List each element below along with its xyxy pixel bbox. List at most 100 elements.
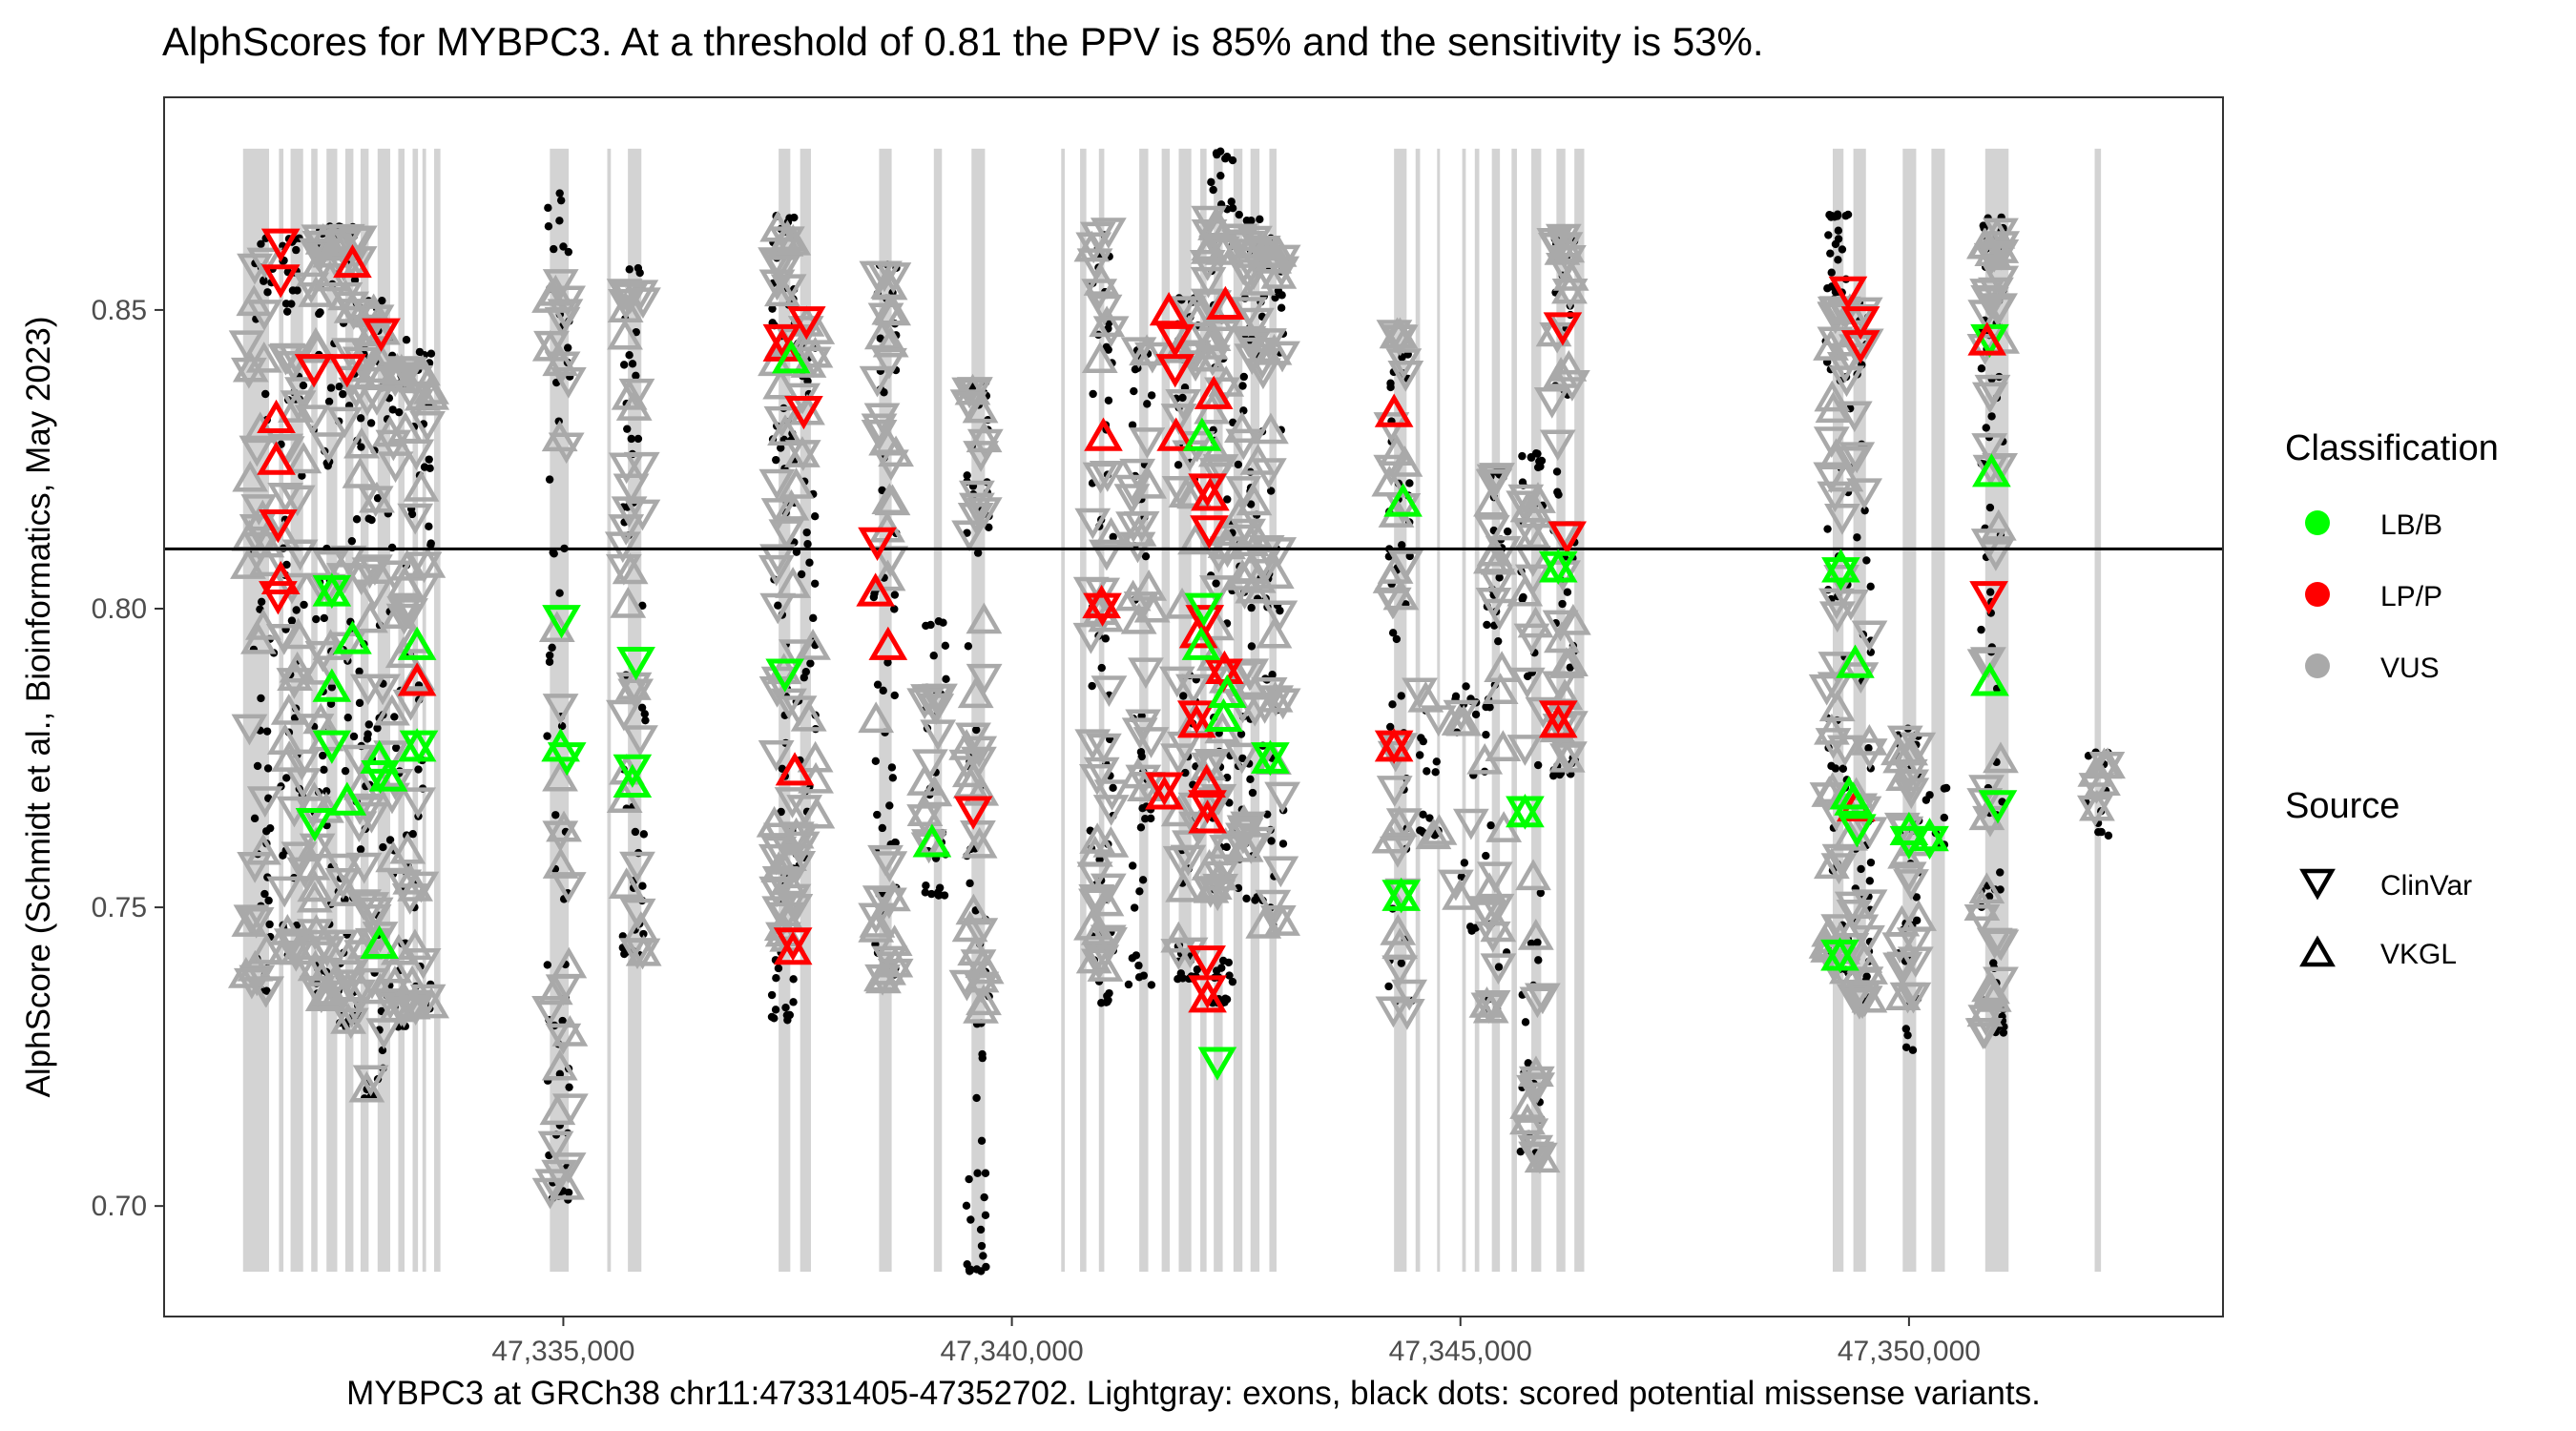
exon-band xyxy=(1511,148,1517,1273)
vus-vkgl-marker xyxy=(606,781,643,814)
variant-dot xyxy=(260,889,269,899)
vus-clinvar-marker xyxy=(780,695,818,727)
variant-dot xyxy=(1833,212,1842,220)
variant-dot xyxy=(638,881,647,890)
variant-dot xyxy=(1857,864,1865,874)
variant-dot xyxy=(1218,956,1228,965)
vus-vkgl-marker xyxy=(1227,830,1264,862)
lp-p-vkgl-marker xyxy=(1145,776,1184,810)
vus-clinvar-marker xyxy=(1818,601,1856,633)
variant-dot xyxy=(1268,671,1277,679)
variant-dot xyxy=(767,990,777,1000)
lb-b-clinvar-marker xyxy=(295,808,335,842)
exon-band xyxy=(360,148,369,1273)
x-tick-label: 47,350,000 xyxy=(1838,1336,1981,1367)
variant-dot xyxy=(1467,926,1476,935)
vus-vkgl-marker xyxy=(1550,350,1588,382)
vus-clinvar-marker xyxy=(1175,674,1212,706)
variant-dot xyxy=(262,727,272,736)
exon-band xyxy=(398,148,405,1273)
lp-p-clinvar-marker xyxy=(1548,521,1587,555)
vus-clinvar-marker xyxy=(958,480,995,512)
vus-vkgl-marker xyxy=(1421,814,1458,845)
vus-vkgl-marker xyxy=(388,549,426,581)
variant-dot xyxy=(1267,837,1276,845)
vus-clinvar-marker xyxy=(777,894,814,925)
chart-title: AlphScores for MYBPC3. At a threshold of… xyxy=(162,19,1764,64)
vus-clinvar-marker xyxy=(759,592,797,625)
vus-clinvar-marker xyxy=(1983,218,2019,250)
lb-b-vkgl-marker xyxy=(613,763,653,798)
vus-vkgl-marker xyxy=(536,973,573,1006)
vus-clinvar-marker xyxy=(332,1007,369,1040)
variant-dot xyxy=(1483,620,1491,630)
vus-clinvar-marker xyxy=(385,356,423,387)
variant-dot xyxy=(774,964,783,973)
vus-vkgl-marker xyxy=(1114,579,1152,612)
vus-clinvar-marker xyxy=(1198,575,1236,607)
vus-clinvar-marker xyxy=(1473,515,1510,547)
vus-clinvar-marker xyxy=(241,531,279,564)
classified-markers-layer xyxy=(257,228,2018,1081)
vus-vkgl-marker xyxy=(1983,741,2019,774)
vus-clinvar-marker xyxy=(604,531,641,564)
axes-layer: 47,335,000 47,340,000 47,345,000 47,350,000… xyxy=(92,295,1981,1367)
variant-dot xyxy=(356,414,365,423)
lp-p-vkgl-marker xyxy=(1191,477,1230,511)
variant-dot xyxy=(1989,959,1998,967)
vus-vkgl-marker xyxy=(963,774,1000,806)
vus-clinvar-marker xyxy=(1195,290,1233,322)
variant-dot xyxy=(323,462,332,470)
variant-dot xyxy=(1903,1030,1912,1040)
vus-vkgl-marker xyxy=(348,1070,385,1103)
lb-b-vkgl-marker xyxy=(1181,626,1221,660)
exon-band xyxy=(1491,148,1501,1273)
variant-dot xyxy=(1405,551,1414,561)
variant-dot xyxy=(408,830,417,839)
variant-dot xyxy=(1860,506,1869,515)
vus-clinvar-marker xyxy=(1128,657,1164,690)
legend-label: VUS xyxy=(2380,653,2440,684)
variant-dot xyxy=(2000,1022,2008,1031)
variant-dot xyxy=(878,486,886,495)
vus-clinvar-marker xyxy=(1809,782,1846,814)
variant-dot xyxy=(265,920,274,929)
lp-p-clinvar-marker xyxy=(784,396,823,430)
variant-dot xyxy=(870,590,879,598)
vus-vkgl-marker xyxy=(541,1048,578,1081)
variant-dot xyxy=(879,686,887,695)
variant-dot xyxy=(1865,877,1875,885)
vus-clinvar-marker xyxy=(392,598,428,630)
variant-dot xyxy=(546,651,554,660)
vus-clinvar-marker xyxy=(397,503,434,535)
variant-dot xyxy=(922,621,930,631)
variant-dot xyxy=(1130,903,1139,912)
vus-vkgl-marker xyxy=(298,826,335,859)
y-tick-label: 0.70 xyxy=(92,1191,147,1222)
vus-clinvar-marker xyxy=(771,688,807,720)
vus-clinvar-marker xyxy=(1225,428,1262,461)
exon-band xyxy=(326,148,338,1273)
vus-vkgl-marker xyxy=(296,881,333,913)
vus-vkgl-marker xyxy=(1220,497,1257,529)
vus-clinvar-marker xyxy=(1220,229,1257,261)
variant-dot xyxy=(1834,256,1842,264)
variant-dot xyxy=(1521,1018,1530,1027)
variant-dot xyxy=(1239,372,1249,382)
vus-clinvar-marker xyxy=(1519,1072,1556,1105)
variant-dot xyxy=(1101,634,1111,643)
variant-dot xyxy=(774,601,782,610)
vus-clinvar-marker xyxy=(1158,666,1195,698)
vus-vkgl-marker xyxy=(1088,884,1125,917)
lp-p-clinvar-marker xyxy=(1155,323,1195,359)
vus-clinvar-marker xyxy=(1881,932,1919,964)
vus-vkgl-marker xyxy=(389,832,426,864)
variant-dot xyxy=(373,494,383,503)
vus-vkgl-marker xyxy=(963,992,999,1024)
vus-vkgl-marker xyxy=(1813,847,1850,880)
exon-band xyxy=(422,148,426,1273)
vus-vkgl-marker xyxy=(875,880,911,912)
variant-dot xyxy=(1982,424,1990,432)
variant-dot xyxy=(890,691,899,700)
vus-vkgl-marker xyxy=(1089,305,1126,338)
